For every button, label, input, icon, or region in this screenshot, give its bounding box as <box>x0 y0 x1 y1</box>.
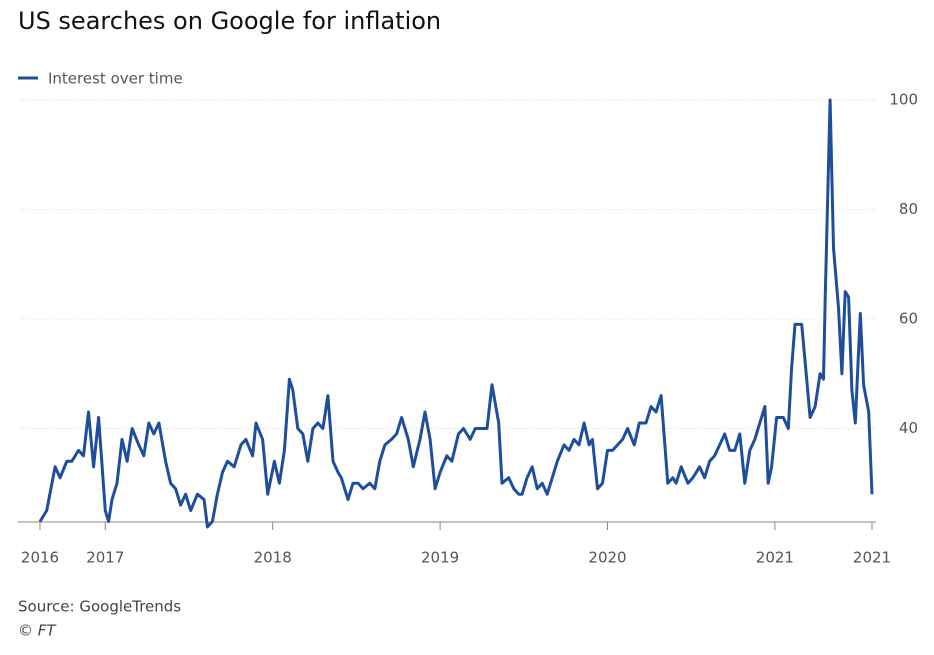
y-tick-label: 60 <box>899 309 918 327</box>
y-tick-label: 80 <box>899 200 918 218</box>
x-tick-label: 2021 <box>853 549 891 567</box>
x-tick-label: 2020 <box>588 549 626 567</box>
x-tick-label: 2018 <box>254 549 292 567</box>
credit: © FT <box>18 622 57 640</box>
x-tick-label: 2016 <box>21 549 59 567</box>
x-tick-label: 2017 <box>86 549 124 567</box>
data-line <box>38 98 874 529</box>
y-tick-label: 100 <box>889 91 918 109</box>
source: Source: GoogleTrends <box>18 598 181 616</box>
legend-label: Interest over time <box>48 70 183 88</box>
chart-title: US searches on Google for inflation <box>18 7 441 35</box>
x-tick-label: 2019 <box>421 549 459 567</box>
x-tick-label: 2021 <box>756 549 794 567</box>
y-tick-label: 40 <box>899 419 918 437</box>
